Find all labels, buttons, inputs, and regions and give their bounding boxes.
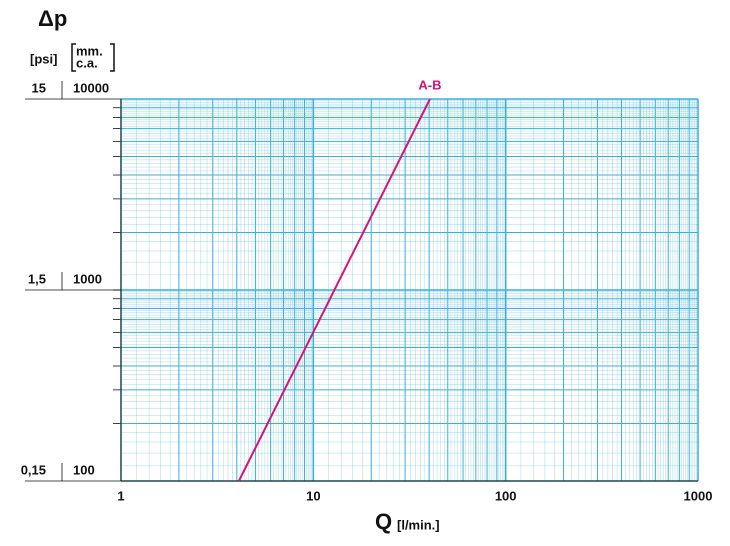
y-axis-label: Δp bbox=[38, 6, 67, 31]
y-tick-label: 1000 bbox=[73, 271, 102, 286]
data-line bbox=[237, 98, 431, 482]
x-tick-label: 10 bbox=[306, 488, 320, 503]
y2-tick-label: 15 bbox=[32, 80, 46, 95]
x-axis-label: Q bbox=[375, 509, 392, 534]
y2-tick-label: 1,5 bbox=[28, 271, 46, 286]
unit-bracket bbox=[71, 43, 115, 72]
y-tick-label: 10000 bbox=[73, 80, 109, 95]
series-label: A-B bbox=[418, 77, 441, 92]
x-unit: [l/min.] bbox=[397, 517, 440, 532]
x-tick-label: 1000 bbox=[684, 488, 713, 503]
x-tick-label: 1 bbox=[117, 488, 124, 503]
y2-tick-label: 0,15 bbox=[21, 462, 46, 477]
x-tick-label: 100 bbox=[495, 488, 517, 503]
y2-unit: [psi] bbox=[30, 51, 57, 66]
y-unit: mm. bbox=[76, 43, 103, 58]
y-tick-label: 100 bbox=[73, 462, 95, 477]
y-unit: c.a. bbox=[76, 55, 98, 70]
